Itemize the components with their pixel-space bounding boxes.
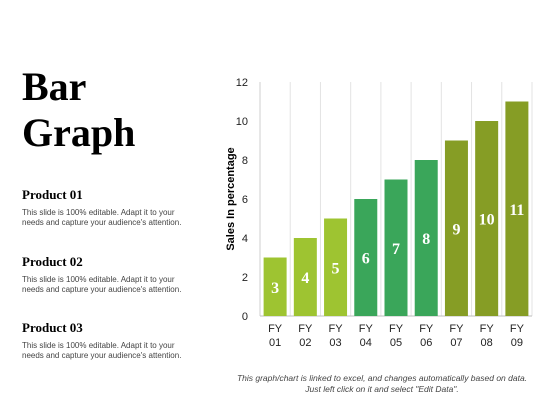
product-block-1: Product 01 This slide is 100% editable. … bbox=[22, 187, 197, 228]
bar bbox=[263, 257, 287, 316]
bar-data-label: 6 bbox=[362, 251, 370, 268]
x-tick-label: FY bbox=[268, 323, 283, 335]
bar-data-label: 5 bbox=[332, 260, 340, 277]
x-tick-label: FY bbox=[510, 323, 525, 335]
y-tick-label: 8 bbox=[242, 155, 248, 167]
x-tick-label: FY bbox=[359, 323, 374, 335]
product-description: This slide is 100% editable. Adapt it to… bbox=[22, 275, 182, 294]
bar bbox=[444, 140, 468, 316]
title-line-2: Graph bbox=[22, 110, 136, 155]
bar bbox=[505, 101, 529, 316]
x-tick-label: FY bbox=[298, 323, 313, 335]
bar bbox=[354, 199, 378, 316]
x-tick-label: 05 bbox=[390, 337, 402, 349]
product-name: Product 03 bbox=[22, 320, 83, 335]
x-tick-label: 02 bbox=[299, 337, 311, 349]
bar-data-label: 4 bbox=[301, 270, 309, 287]
slide-title: Bar Graph bbox=[22, 64, 135, 156]
bar bbox=[293, 238, 317, 316]
bar-data-label: 7 bbox=[392, 241, 400, 258]
x-tick-label: FY bbox=[329, 323, 344, 335]
product-block-2: Product 02 This slide is 100% editable. … bbox=[22, 254, 197, 295]
bar-data-label: 11 bbox=[509, 202, 524, 219]
x-tick-label: 06 bbox=[420, 337, 432, 349]
x-tick-label: FY bbox=[419, 323, 434, 335]
title-line-1: Bar bbox=[22, 64, 87, 109]
bar-data-label: 3 bbox=[271, 280, 279, 297]
x-tick-label: 08 bbox=[481, 337, 493, 349]
bar-data-label: 9 bbox=[452, 221, 460, 238]
x-tick-label: FY bbox=[389, 323, 404, 335]
product-description: This slide is 100% editable. Adapt it to… bbox=[22, 208, 182, 227]
y-tick-label: 10 bbox=[236, 116, 248, 128]
bar-data-label: 8 bbox=[422, 231, 430, 248]
product-description: This slide is 100% editable. Adapt it to… bbox=[22, 341, 182, 360]
x-tick-label: 03 bbox=[329, 337, 341, 349]
chart-footnote: This graph/chart is linked to excel, and… bbox=[236, 373, 528, 394]
y-tick-label: 4 bbox=[242, 233, 248, 245]
bar bbox=[324, 218, 348, 316]
bar bbox=[384, 179, 408, 316]
y-axis-label: Sales In percentage bbox=[225, 147, 237, 250]
bar-data-label: 10 bbox=[479, 212, 495, 229]
bar bbox=[475, 121, 499, 316]
y-tick-label: 12 bbox=[236, 77, 248, 89]
x-tick-label: FY bbox=[480, 323, 495, 335]
bar bbox=[414, 160, 438, 316]
y-tick-label: 6 bbox=[242, 194, 248, 206]
product-name: Product 02 bbox=[22, 254, 83, 269]
y-tick-label: 2 bbox=[242, 272, 248, 284]
x-tick-label: 01 bbox=[269, 337, 281, 349]
y-tick-label: 0 bbox=[242, 311, 248, 323]
product-block-3: Product 03 This slide is 100% editable. … bbox=[22, 320, 197, 361]
x-tick-label: 07 bbox=[450, 337, 462, 349]
product-name: Product 01 bbox=[22, 187, 83, 202]
x-tick-label: 04 bbox=[360, 337, 372, 349]
x-tick-label: FY bbox=[449, 323, 464, 335]
x-tick-label: 09 bbox=[511, 337, 523, 349]
